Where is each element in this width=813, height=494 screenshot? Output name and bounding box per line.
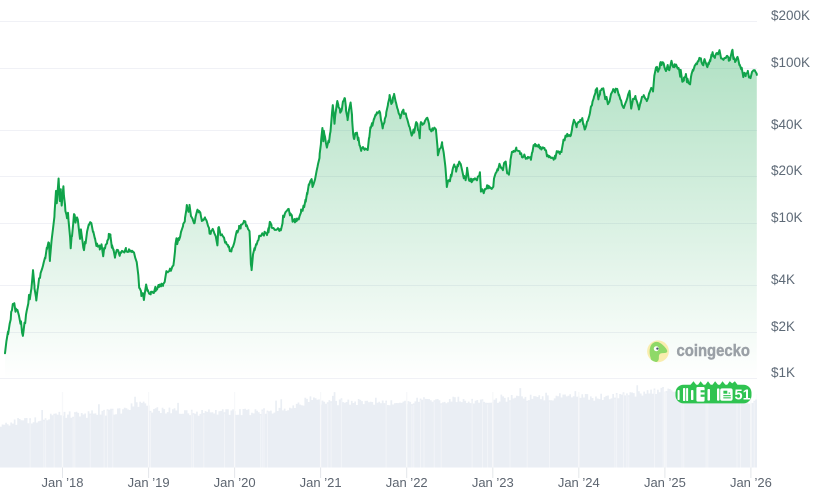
- svg-text:Jan ’23: Jan ’23: [472, 475, 514, 489]
- svg-text:$2K: $2K: [771, 319, 795, 334]
- svg-text:Jan ’20: Jan ’20: [214, 475, 256, 489]
- svg-text:$20K: $20K: [771, 163, 803, 178]
- svg-text:Jan ’24: Jan ’24: [558, 475, 600, 489]
- svg-text:$200K: $200K: [771, 8, 810, 23]
- svg-text:Jan ’25: Jan ’25: [644, 475, 686, 489]
- svg-text:$1K: $1K: [771, 365, 795, 380]
- svg-text:Jan ’19: Jan ’19: [128, 475, 170, 489]
- svg-text:51: 51: [735, 388, 751, 404]
- svg-text:coingecko: coingecko: [677, 341, 751, 360]
- svg-text:$100K: $100K: [771, 55, 810, 70]
- svg-text:Jan ’18: Jan ’18: [42, 475, 84, 489]
- svg-text:Jan ’22: Jan ’22: [386, 475, 428, 489]
- svg-text:$10K: $10K: [771, 210, 803, 225]
- svg-text:$4K: $4K: [771, 272, 795, 287]
- svg-text:Jan ’21: Jan ’21: [300, 475, 342, 489]
- svg-text:$40K: $40K: [771, 117, 803, 132]
- svg-text:Jan ’26: Jan ’26: [730, 475, 772, 489]
